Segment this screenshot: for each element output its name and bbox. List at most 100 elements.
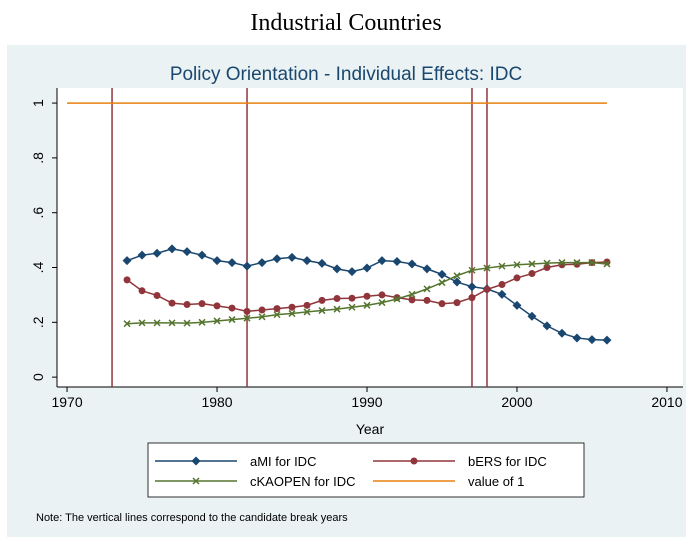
data-point	[138, 287, 146, 295]
data-point	[528, 260, 536, 268]
legend-label: aMI for IDC	[250, 454, 316, 469]
data-point	[528, 270, 536, 278]
x-axis-label: Year	[356, 421, 385, 437]
data-point	[123, 276, 131, 284]
x-tick-label: 2000	[501, 394, 532, 410]
data-point	[183, 319, 191, 327]
data-point	[137, 250, 147, 260]
data-point	[513, 261, 521, 269]
data-point	[182, 247, 192, 257]
data-point	[423, 285, 431, 293]
y-tick-label: .6	[30, 207, 46, 219]
data-point	[318, 296, 326, 304]
data-point	[453, 299, 461, 307]
data-point	[452, 277, 462, 287]
data-point	[317, 258, 327, 268]
data-point	[363, 301, 371, 309]
legend	[147, 442, 585, 498]
data-point	[572, 333, 582, 343]
data-point	[392, 256, 402, 266]
data-point	[273, 311, 281, 319]
data-point	[303, 308, 311, 316]
data-point	[603, 260, 611, 268]
data-point	[198, 318, 206, 326]
data-point	[288, 310, 296, 318]
data-point	[543, 259, 551, 267]
data-point	[243, 314, 251, 322]
data-point	[438, 279, 446, 287]
data-point	[468, 266, 476, 274]
legend-label: cKAOPEN for IDC	[250, 474, 355, 489]
data-point	[558, 259, 566, 267]
data-point	[168, 319, 176, 327]
data-point	[272, 254, 282, 264]
data-point	[168, 299, 176, 307]
data-point	[438, 300, 446, 308]
data-point	[123, 320, 131, 328]
data-point	[167, 244, 177, 254]
data-point	[362, 263, 372, 273]
data-point	[213, 302, 221, 310]
data-point	[468, 294, 476, 302]
data-point	[243, 307, 251, 315]
data-point	[467, 282, 477, 292]
data-point	[153, 319, 161, 327]
data-point	[483, 264, 491, 272]
data-point	[453, 272, 461, 280]
x-tick-label: 1990	[351, 394, 382, 410]
data-point	[602, 335, 612, 345]
y-tick-label: 0	[30, 373, 46, 381]
data-point	[273, 305, 281, 313]
data-point	[408, 296, 416, 304]
legend-marker	[191, 456, 201, 466]
data-point	[498, 281, 506, 289]
data-point	[242, 261, 252, 271]
data-point	[138, 319, 146, 327]
data-point	[287, 252, 297, 262]
data-point	[213, 317, 221, 325]
y-tick-label: .2	[30, 316, 46, 328]
data-point	[122, 256, 132, 266]
data-point	[183, 301, 191, 309]
data-point	[197, 250, 207, 260]
data-point	[497, 289, 507, 299]
data-point	[288, 303, 296, 311]
data-point	[318, 307, 326, 315]
data-point	[557, 328, 567, 338]
data-point	[587, 335, 597, 345]
data-point	[573, 259, 581, 267]
legend-label: bERS for IDC	[468, 454, 547, 469]
data-point	[422, 264, 432, 274]
data-point	[228, 304, 236, 312]
data-point	[152, 248, 162, 258]
data-point	[408, 290, 416, 298]
data-point	[333, 294, 341, 302]
data-point	[423, 296, 431, 304]
data-point	[542, 321, 552, 331]
data-point	[513, 274, 521, 282]
y-tick-label: .4	[30, 261, 46, 273]
data-point	[303, 301, 311, 309]
data-point	[332, 264, 342, 274]
data-point	[527, 311, 537, 321]
data-point	[228, 316, 236, 324]
data-point	[153, 291, 161, 299]
x-tick-label: 2010	[651, 394, 682, 410]
data-point	[258, 306, 266, 314]
data-point	[348, 303, 356, 311]
data-point	[257, 258, 267, 268]
data-point	[483, 285, 491, 293]
data-point	[393, 295, 401, 303]
data-point	[407, 259, 417, 269]
data-point	[212, 256, 222, 266]
legend-label: value of 1	[468, 474, 524, 489]
legend-marker	[192, 477, 200, 485]
data-point	[227, 258, 237, 268]
data-point	[512, 300, 522, 310]
data-point	[588, 259, 596, 267]
heading: Industrial Countries	[250, 10, 441, 36]
plot-area	[57, 88, 683, 387]
data-point	[198, 300, 206, 308]
